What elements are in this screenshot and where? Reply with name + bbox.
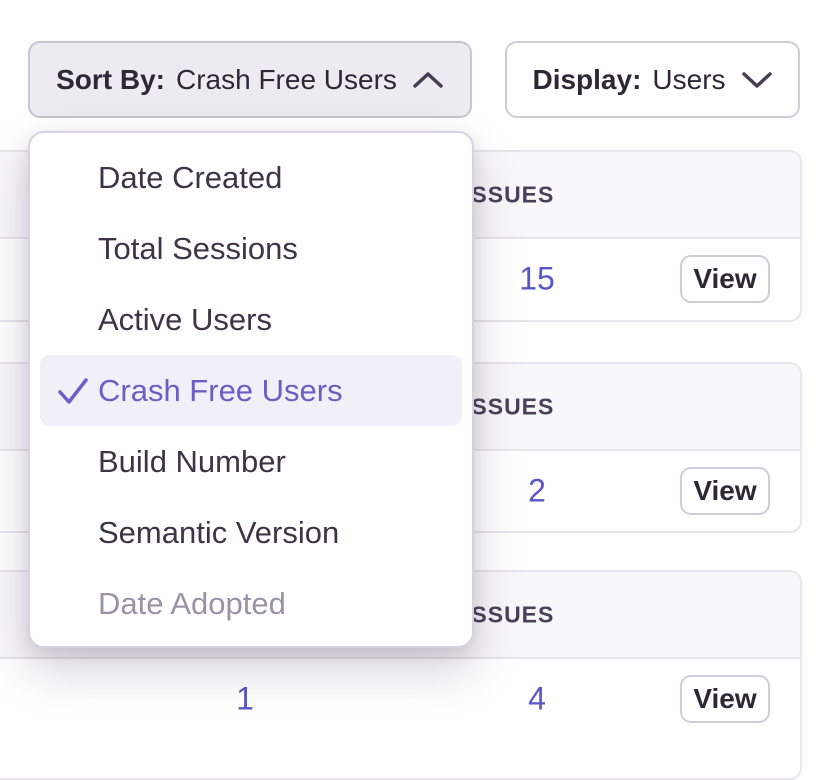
issues-count-link[interactable]: 4 [528, 680, 546, 717]
sort-by-dropdown: Date Created Total Sessions Active Users… [28, 131, 474, 648]
chevron-up-icon [413, 71, 443, 88]
sort-by-value: Crash Free Users [175, 63, 397, 95]
issues-count-link[interactable]: 15 [519, 260, 555, 297]
display-value: Users [652, 63, 726, 95]
issues-count-link[interactable]: 2 [528, 472, 546, 509]
display-label: Display: [532, 63, 642, 95]
menu-item-label: Crash Free Users [98, 372, 343, 408]
view-button[interactable]: View [680, 467, 770, 515]
view-button[interactable]: View [680, 255, 770, 303]
chevron-down-icon [741, 71, 772, 88]
menu-item-label: Total Sessions [98, 230, 298, 266]
menu-item-total-sessions[interactable]: Total Sessions [30, 213, 472, 284]
menu-item-crash-free-users[interactable]: Crash Free Users [40, 355, 462, 426]
menu-item-label: Date Created [98, 159, 283, 195]
menu-item-label: Build Number [98, 443, 286, 479]
menu-item-semantic-version[interactable]: Semantic Version [30, 497, 472, 568]
menu-item-build-number[interactable]: Build Number [30, 426, 472, 497]
releases-page: ISSUES 15 View ISSUES 2 View ISSUES 1 4 … [0, 41, 802, 780]
checkmark-icon [58, 377, 88, 404]
menu-item-date-created[interactable]: Date Created [30, 142, 472, 213]
release-card-row: 15 View [0, 239, 800, 320]
count-link[interactable]: 1 [236, 680, 254, 717]
issues-column-header: ISSUES [464, 393, 555, 419]
release-card-row: 2 View [0, 451, 800, 531]
sort-by-button[interactable]: Sort By: Crash Free Users [28, 41, 472, 118]
display-button[interactable]: Display: Users [505, 41, 800, 118]
menu-item-date-adopted[interactable]: Date Adopted [30, 568, 472, 639]
view-button[interactable]: View [680, 675, 770, 723]
release-card-row: 1 4 View [0, 659, 800, 778]
menu-item-label: Semantic Version [98, 514, 340, 550]
menu-item-label: Active Users [98, 301, 272, 337]
issues-column-header: ISSUES [464, 181, 555, 207]
menu-item-label: Date Adopted [98, 585, 286, 621]
issues-column-header: ISSUES [464, 601, 555, 627]
menu-item-active-users[interactable]: Active Users [30, 284, 472, 355]
sort-by-label: Sort By: [56, 63, 165, 95]
